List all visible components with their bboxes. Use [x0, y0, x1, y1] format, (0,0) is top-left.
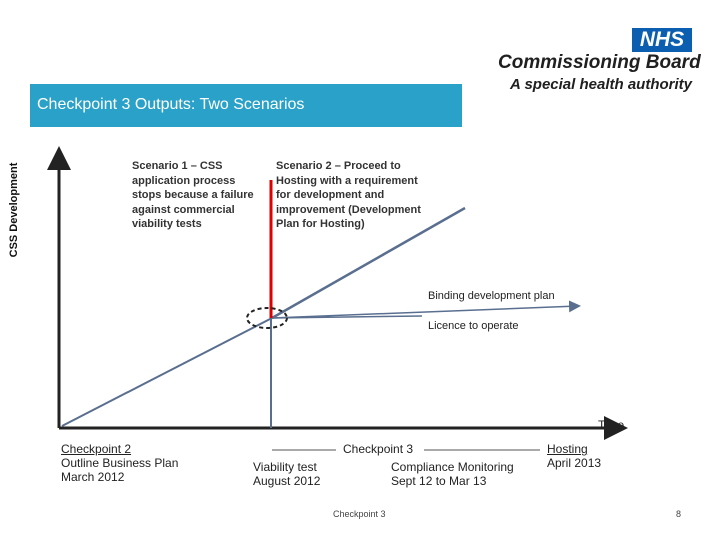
- x-axis-label: Time: [598, 418, 625, 432]
- org-subtitle: A special health authority: [510, 76, 692, 93]
- licence-line: [271, 315, 423, 319]
- checkpoint2-line2: March 2012: [61, 470, 125, 484]
- scenario2-line: [271, 206, 466, 320]
- checkpoint2-line1: Outline Business Plan: [61, 456, 179, 470]
- footer-label: Checkpoint 3: [333, 509, 386, 519]
- title-bar: [30, 84, 462, 127]
- scenario-2-text: Scenario 2 – Proceed to Hosting with a r…: [276, 160, 421, 230]
- nhs-logo: NHS: [632, 28, 692, 52]
- licence-label: Licence to operate: [428, 320, 519, 332]
- viability-block: Viability test August 2012: [253, 460, 320, 488]
- checkpoint2-title: Checkpoint 2: [61, 442, 132, 456]
- hosting-date: April 2013: [547, 456, 602, 470]
- checkpoint3-title: Checkpoint 3: [343, 442, 414, 456]
- viability-date: August 2012: [253, 474, 321, 488]
- org-name: Commissioning Board: [498, 52, 701, 73]
- slide-title: Checkpoint 3 Outputs: Two Scenarios: [37, 96, 305, 113]
- hosting-title: Hosting: [547, 442, 588, 456]
- compliance-block: Compliance Monitoring Sept 12 to Mar 13: [391, 460, 514, 488]
- decision-point-circle: [246, 307, 288, 329]
- growth-line: [61, 317, 273, 427]
- compliance-title: Compliance Monitoring: [391, 460, 514, 474]
- viability-title: Viability test: [253, 460, 317, 474]
- checkpoint2-block: Checkpoint 2 Outline Business Plan March…: [61, 442, 178, 484]
- scenario-1-text: Scenario 1 – CSS application process sto…: [132, 160, 254, 230]
- y-axis-label: CSS Development: [8, 162, 20, 258]
- binding-plan-label: Binding development plan: [428, 290, 555, 302]
- page-number: 8: [676, 509, 682, 519]
- compliance-date: Sept 12 to Mar 13: [391, 474, 487, 488]
- binding-line: [271, 300, 581, 319]
- hosting-block: Hosting April 2013: [547, 442, 601, 470]
